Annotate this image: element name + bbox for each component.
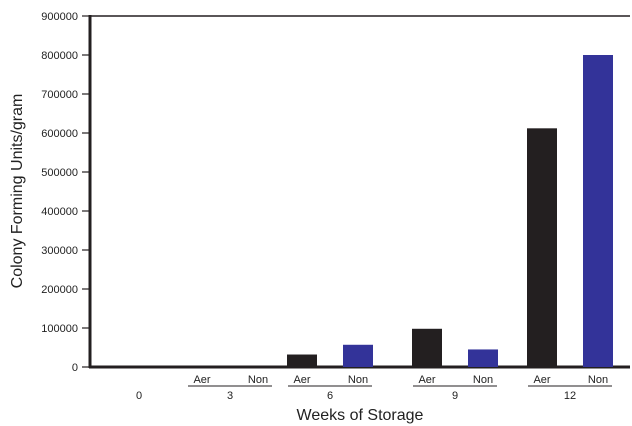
y-tick-label: 700000 <box>41 89 78 101</box>
y-tick-label: 200000 <box>41 284 78 296</box>
y-tick-label: 100000 <box>41 323 78 335</box>
bar-sublabel: Non <box>248 374 268 386</box>
y-tick-label: 0 <box>72 362 78 374</box>
bar-non <box>468 349 498 367</box>
bar-non <box>583 55 613 367</box>
y-tick-label: 800000 <box>41 50 78 62</box>
category-label: 3 <box>227 390 233 402</box>
bar-sublabel: Non <box>348 374 368 386</box>
labels: 0 3 Aer Non 6 Aer Non 9 Aer Non 12 Aer Non <box>136 374 612 402</box>
bar-aer <box>287 354 317 367</box>
bar-sublabel: Aer <box>293 374 310 386</box>
x-axis-title: Weeks of Storage <box>297 407 424 424</box>
y-tick-label: 500000 <box>41 167 78 179</box>
bar-aer <box>527 128 557 367</box>
bar-non <box>343 344 373 367</box>
category-label: 12 <box>564 390 576 402</box>
category-label: 0 <box>136 390 142 402</box>
bar-sublabel: Aer <box>533 374 550 386</box>
axes: 0 100000 200000 300000 400000 500000 600000 700… <box>41 11 630 374</box>
bar-sublabel: Aer <box>193 374 210 386</box>
bars <box>287 55 613 367</box>
y-tick-label: 600000 <box>41 128 78 140</box>
bar-sublabel: Aer <box>418 374 435 386</box>
bar-sublabel: Non <box>473 374 493 386</box>
y-tick-label: 400000 <box>41 206 78 218</box>
y-axis-title: Colony Forming Units/gram <box>9 94 26 289</box>
bar-sublabel: Non <box>588 374 608 386</box>
y-tick-label: 300000 <box>41 245 78 257</box>
category-label: 9 <box>452 390 458 402</box>
bar-aer <box>412 328 442 367</box>
category-label: 6 <box>327 390 333 402</box>
y-tick-label: 900000 <box>41 11 78 23</box>
